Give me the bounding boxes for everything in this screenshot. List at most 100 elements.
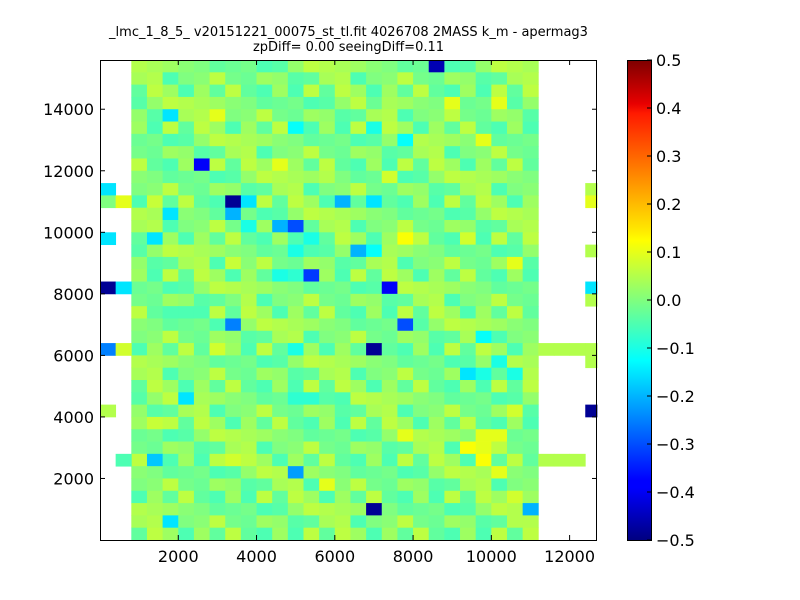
heatmap-cell [522,60,539,73]
heatmap-cell [460,478,477,492]
heatmap-cell [303,133,320,147]
heatmap-cell [334,515,351,529]
heatmap-cell [162,466,179,479]
heatmap-cell [397,429,414,442]
heatmap-cell [444,466,461,479]
heatmap-cell [428,466,445,479]
x-tick-label: 12000 [544,547,595,566]
heatmap-cell [553,453,570,467]
heatmap-cell [491,207,508,221]
heatmap-cell [193,367,210,381]
heatmap-cell [381,503,398,516]
heatmap-cell [413,478,430,492]
heatmap-cell [162,330,179,344]
heatmap-cell [538,453,555,467]
heatmap-cell [272,207,289,221]
heatmap-cell [287,416,304,430]
heatmap-cell [334,293,351,307]
heatmap-cell [491,109,508,122]
heatmap-cell [460,392,477,406]
heatmap-cell [491,453,508,467]
heatmap-cell [303,244,320,258]
heatmap-cell [381,478,398,492]
heatmap-cell [444,60,461,73]
heatmap-cell [381,84,398,98]
heatmap-cell [350,109,367,122]
heatmap-cell [350,96,367,110]
heatmap-cell [334,207,351,221]
heatmap-cell [522,146,539,159]
heatmap-cell [350,343,367,356]
heatmap-cell [146,404,164,418]
heatmap-cell [162,355,179,369]
heatmap-cell [491,72,508,86]
heatmap-cell [522,84,539,98]
heatmap-cell [522,490,539,504]
heatmap-cell [522,380,539,393]
heatmap-cell [413,121,430,135]
heatmap-cell [209,355,226,369]
heatmap-cell [193,195,210,209]
heatmap-cell [491,330,508,344]
heatmap-cell [506,478,524,492]
heatmap-cell [444,183,461,196]
heatmap-cell [240,441,257,455]
heatmap-cell [475,330,492,344]
heatmap-cell [131,330,148,344]
heatmap-cell [146,293,164,307]
heatmap-cell [381,404,398,418]
heatmap-cell [287,343,304,356]
heatmap-cell [256,158,273,172]
heatmap-cell [350,133,367,147]
heatmap-cell [350,183,367,196]
heatmap-cell [366,330,383,344]
heatmap-cell [428,392,445,406]
heatmap-cell [209,503,226,516]
heatmap-cell [397,146,414,159]
heatmap-cell [178,503,195,516]
heatmap-cell [178,466,195,479]
heatmap-cell [569,343,586,356]
heatmap-cell [506,318,524,332]
heatmap-cell [209,220,226,233]
heatmap-cell [460,343,477,356]
heatmap-cell [413,306,430,319]
heatmap-cell [475,170,492,184]
heatmap-cell [585,244,598,258]
heatmap-cell [585,293,598,307]
heatmap-cell [287,220,304,233]
heatmap-cell [413,281,430,295]
heatmap-cell [162,527,179,541]
heatmap-cell [475,392,492,406]
heatmap-cell [193,392,210,406]
heatmap-cell [366,207,383,221]
heatmap-cell [178,429,195,442]
heatmap-cell [209,170,226,184]
heatmap-cell [319,220,336,233]
heatmap-cell [303,158,320,172]
heatmap-cell [272,478,289,492]
heatmap-cell [178,453,195,467]
heatmap-cell [366,133,383,147]
heatmap-cell [146,441,164,455]
heatmap-cell [334,96,351,110]
heatmap-cell [491,380,508,393]
heatmap-cell [209,121,226,135]
heatmap-cell [240,490,257,504]
heatmap-cell [444,195,461,209]
heatmap-cell [225,330,242,344]
colorbar-tick-label: 0.4 [656,99,681,118]
heatmap-cell [397,133,414,147]
heatmap-cell [366,367,383,381]
heatmap-cell [303,220,320,233]
heatmap-cell [397,490,414,504]
heatmap-cell [209,515,226,529]
heatmap-cell [240,269,257,282]
heatmap-cell [162,72,179,86]
heatmap-cell [162,441,179,455]
x-axis: 2000 4000 6000 8000 10000 12000 [158,60,595,566]
heatmap-cell [319,158,336,172]
heatmap-cell [381,355,398,369]
heatmap-cell [131,195,148,209]
heatmap-cell [146,72,164,86]
